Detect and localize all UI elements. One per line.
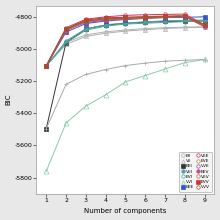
X-axis label: Number of components: Number of components [84,208,167,214]
Legend: EII, VII, EEI, VEI, EVI, VVI, EEE, VEE, EVE, VVE, EEV, VEV, EVV, VVV: EII, VII, EEI, VEI, EVI, VVI, EEE, VEE, … [179,152,212,191]
Y-axis label: BIC: BIC [6,94,12,105]
